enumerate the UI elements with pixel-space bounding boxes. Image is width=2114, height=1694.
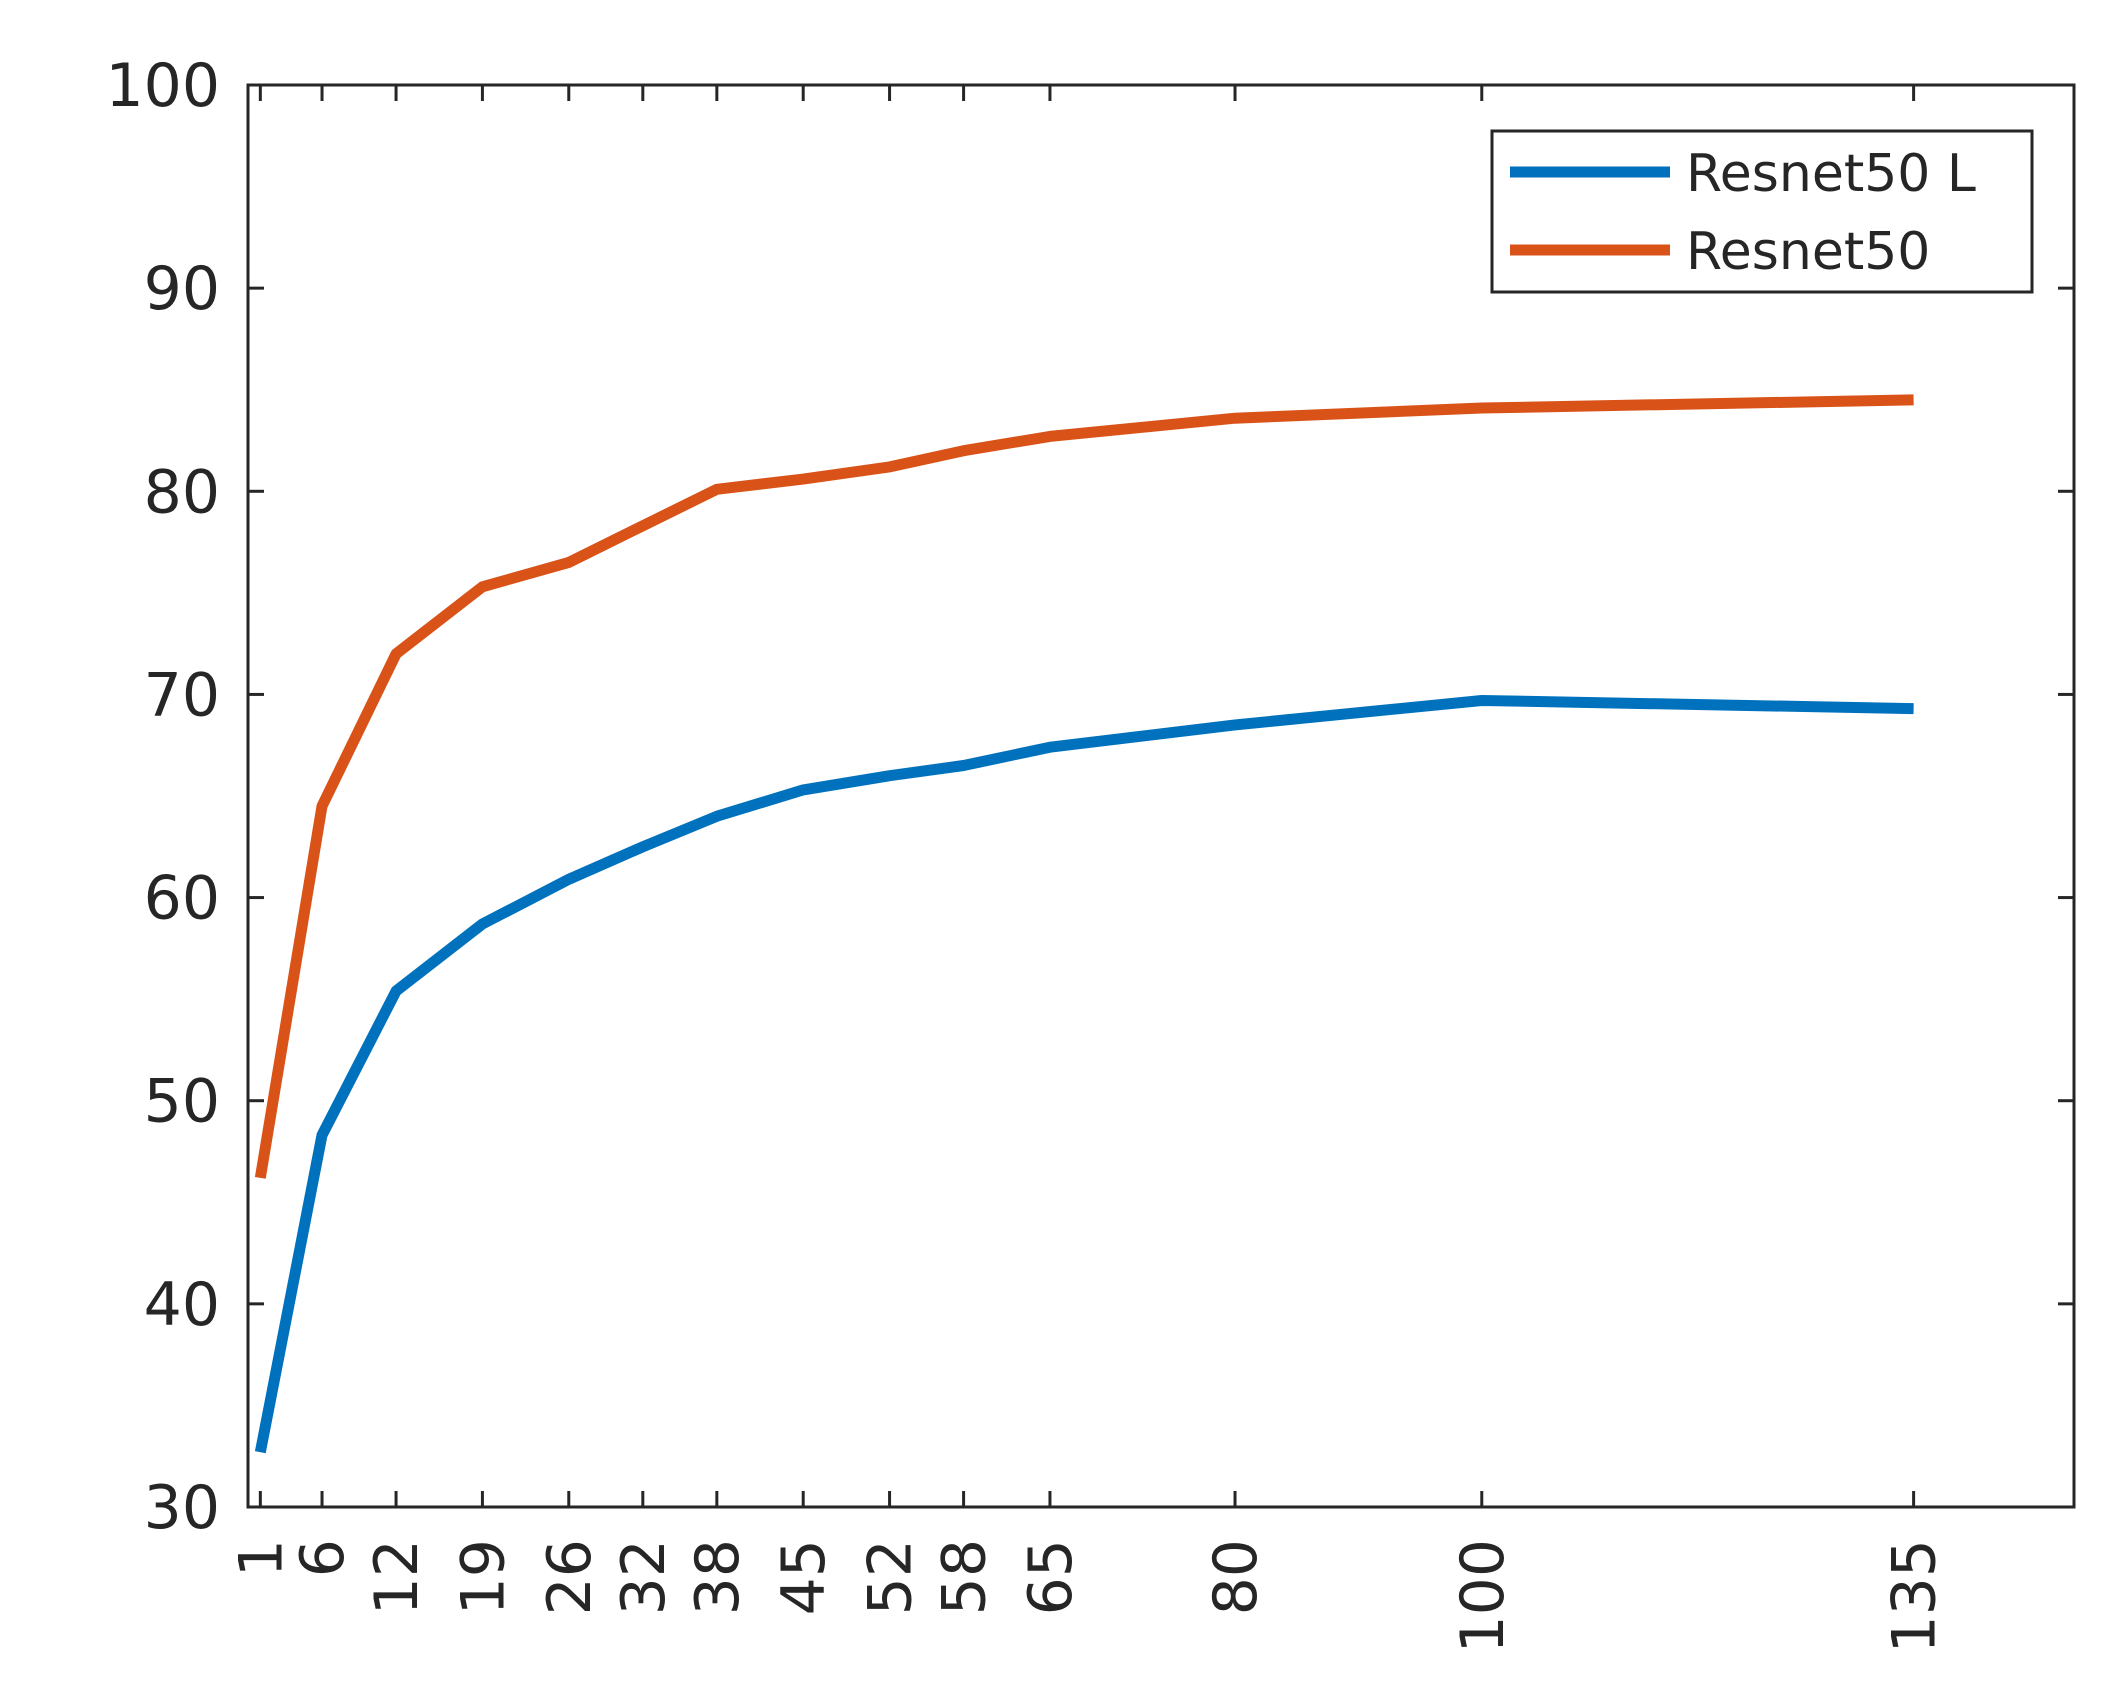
- legend-label-resnet50-l: Resnet50 L: [1686, 144, 1976, 204]
- y-tick-label: 80: [144, 457, 220, 527]
- plot-area: [248, 85, 2074, 1507]
- x-tick-label: 6: [288, 1539, 358, 1577]
- y-tick-label: 50: [144, 1067, 220, 1137]
- y-tick-label: 60: [144, 864, 220, 934]
- x-tick-label: 58: [930, 1539, 1000, 1615]
- x-tick-label: 45: [769, 1539, 839, 1615]
- x-tick-label: 38: [683, 1539, 753, 1615]
- legend-label-resnet50: Resnet50: [1686, 222, 1930, 282]
- x-tick-label: 100: [1448, 1539, 1518, 1654]
- plot-frame: [246, 83, 2076, 1509]
- y-tick-label: 70: [144, 660, 220, 730]
- x-tick-label: 80: [1201, 1539, 1271, 1615]
- series-layer: [254, 394, 1914, 1454]
- legend-box: [1490, 129, 2034, 294]
- legend: Resnet50 L Resnet50: [1490, 129, 2034, 294]
- series-line-resnet50: [254, 394, 1914, 1179]
- x-tick-label: 12: [362, 1539, 432, 1615]
- x-tick-label: 26: [535, 1539, 605, 1615]
- series-line-resnet50-l: [254, 695, 1914, 1454]
- x-tick-label: 1: [226, 1539, 296, 1577]
- y-tick-label: 90: [144, 254, 220, 324]
- y-tick-label: 40: [144, 1270, 220, 1340]
- x-tick-label: 32: [609, 1539, 679, 1615]
- y-tick-label: 100: [105, 51, 220, 121]
- x-tick-label: 65: [1016, 1539, 1086, 1615]
- x-tick-label: 52: [856, 1539, 926, 1615]
- x-tick-label: 19: [448, 1539, 518, 1615]
- y-tick-label: 30: [144, 1473, 220, 1543]
- x-tick-label: 135: [1880, 1539, 1950, 1654]
- axis-ticks: 30 40 50 60 70 80 90 100 16 12 19 26 32 38 45 52 58 65 80 1…: [105, 51, 2074, 1654]
